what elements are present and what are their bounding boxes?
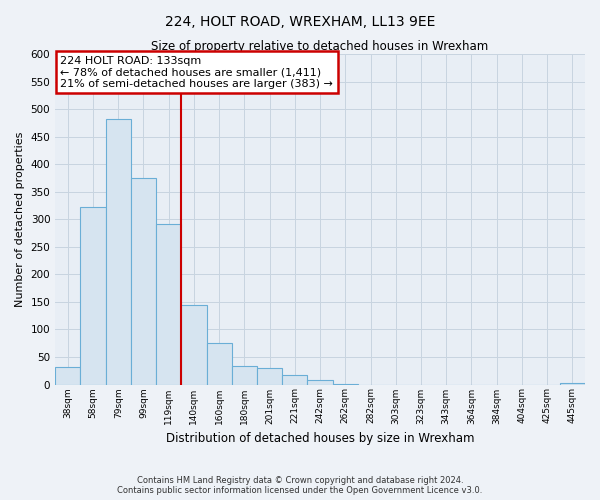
Bar [257,368,282,384]
Bar [131,178,156,384]
Y-axis label: Number of detached properties: Number of detached properties [15,132,25,307]
Bar [80,207,106,384]
Title: Size of property relative to detached houses in Wrexham: Size of property relative to detached ho… [151,40,489,53]
Bar [55,367,80,384]
Text: Contains HM Land Registry data © Crown copyright and database right 2024.
Contai: Contains HM Land Registry data © Crown c… [118,476,482,495]
Bar [106,119,131,384]
Bar [206,343,232,384]
X-axis label: Distribution of detached houses by size in Wrexham: Distribution of detached houses by size … [166,432,475,445]
Bar [307,380,332,384]
Bar [282,375,307,384]
Bar [232,366,257,384]
Bar [181,304,206,384]
Bar [156,224,181,384]
Text: 224, HOLT ROAD, WREXHAM, LL13 9EE: 224, HOLT ROAD, WREXHAM, LL13 9EE [165,15,435,29]
Text: 224 HOLT ROAD: 133sqm
← 78% of detached houses are smaller (1,411)
21% of semi-d: 224 HOLT ROAD: 133sqm ← 78% of detached … [61,56,334,89]
